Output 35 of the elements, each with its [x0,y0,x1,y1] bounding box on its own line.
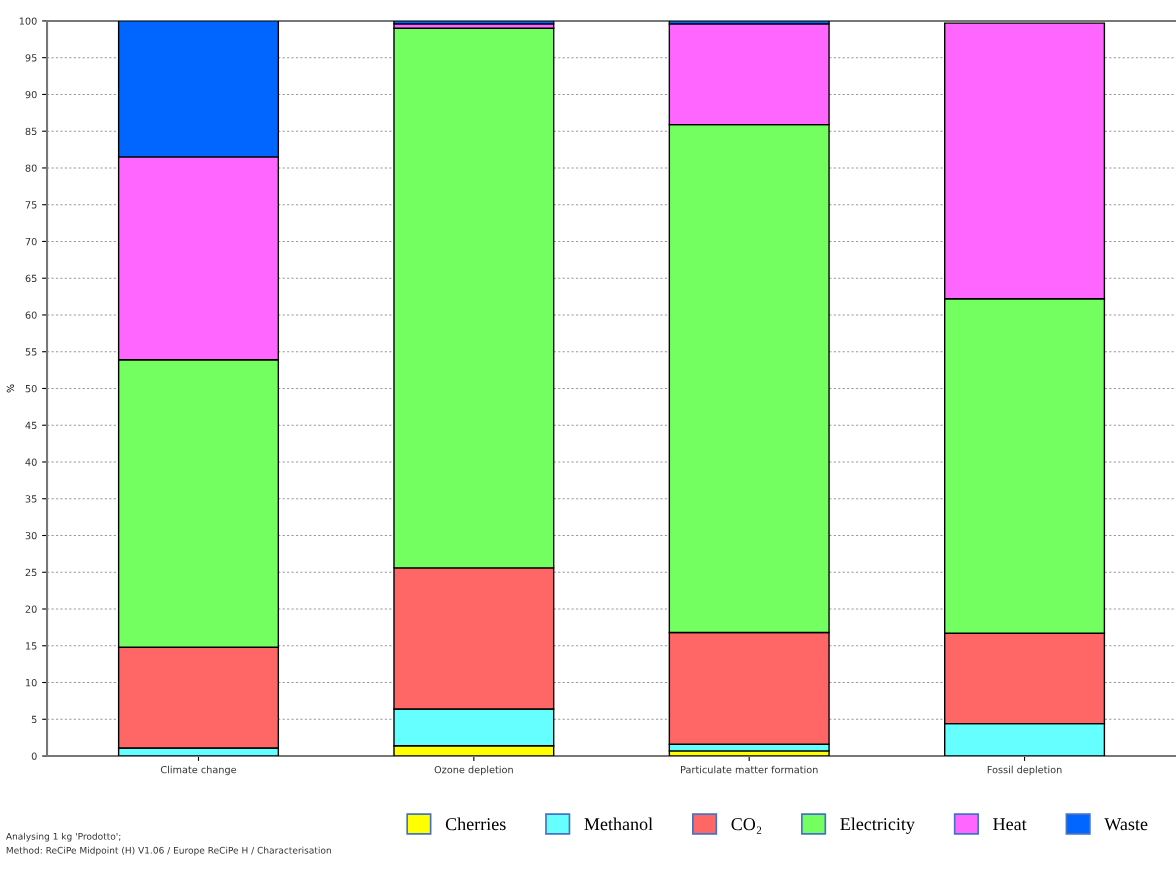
y-tick-label: 55 [25,348,37,356]
y-tick-label: 70 [25,237,37,246]
x-tick-label: Ozone depletion [434,765,513,776]
y-tick-label: 35 [25,495,37,503]
y-tick-label: 75 [25,201,37,209]
y-tick-label: 0 [31,752,37,760]
y-axis-title: % [6,384,15,393]
legend-label: Waste [1104,818,1148,831]
legend-label: Heat [993,818,1027,831]
y-tick-label: 10 [26,678,37,687]
y-tick-label: 45 [25,421,37,430]
y-tick-label: 60 [25,311,37,319]
legend-label: CO₂ [731,818,762,834]
text: Analysing 1 kg 'Prodotto'; [5,832,121,842]
legend-label: Electricity [840,817,915,834]
legend-label: Methanol [584,817,653,831]
legend-label: Cherries [445,817,506,831]
x-tick-label: Climate change [160,765,237,776]
bar [393,20,555,25]
y-tick-label: 80 [25,164,37,172]
y-tick-label: 25 [25,568,37,577]
y-tick-label: 50 [25,384,37,393]
y-tick-label: 100 [19,17,37,25]
y-tick-label: 15 [26,642,37,650]
y-tick-label: 95 [25,54,37,62]
text: Method: ReCiPe Midpoint (H) V1.06 / Europe ReCiPe H / Characterisation [6,846,331,856]
y-tick-label: 85 [25,127,37,136]
y-tick-label: 5 [31,715,37,724]
y-tick-label: 20 [25,605,37,613]
x-tick-label: Fossil depletion [987,765,1062,776]
y-tick-label: 90 [25,90,37,99]
y-tick-label: 65 [25,274,37,283]
y-tick-label: 40 [25,458,37,466]
x-tick-label: Particulate matter formation [681,765,818,774]
y-tick-label: 30 [25,531,37,540]
